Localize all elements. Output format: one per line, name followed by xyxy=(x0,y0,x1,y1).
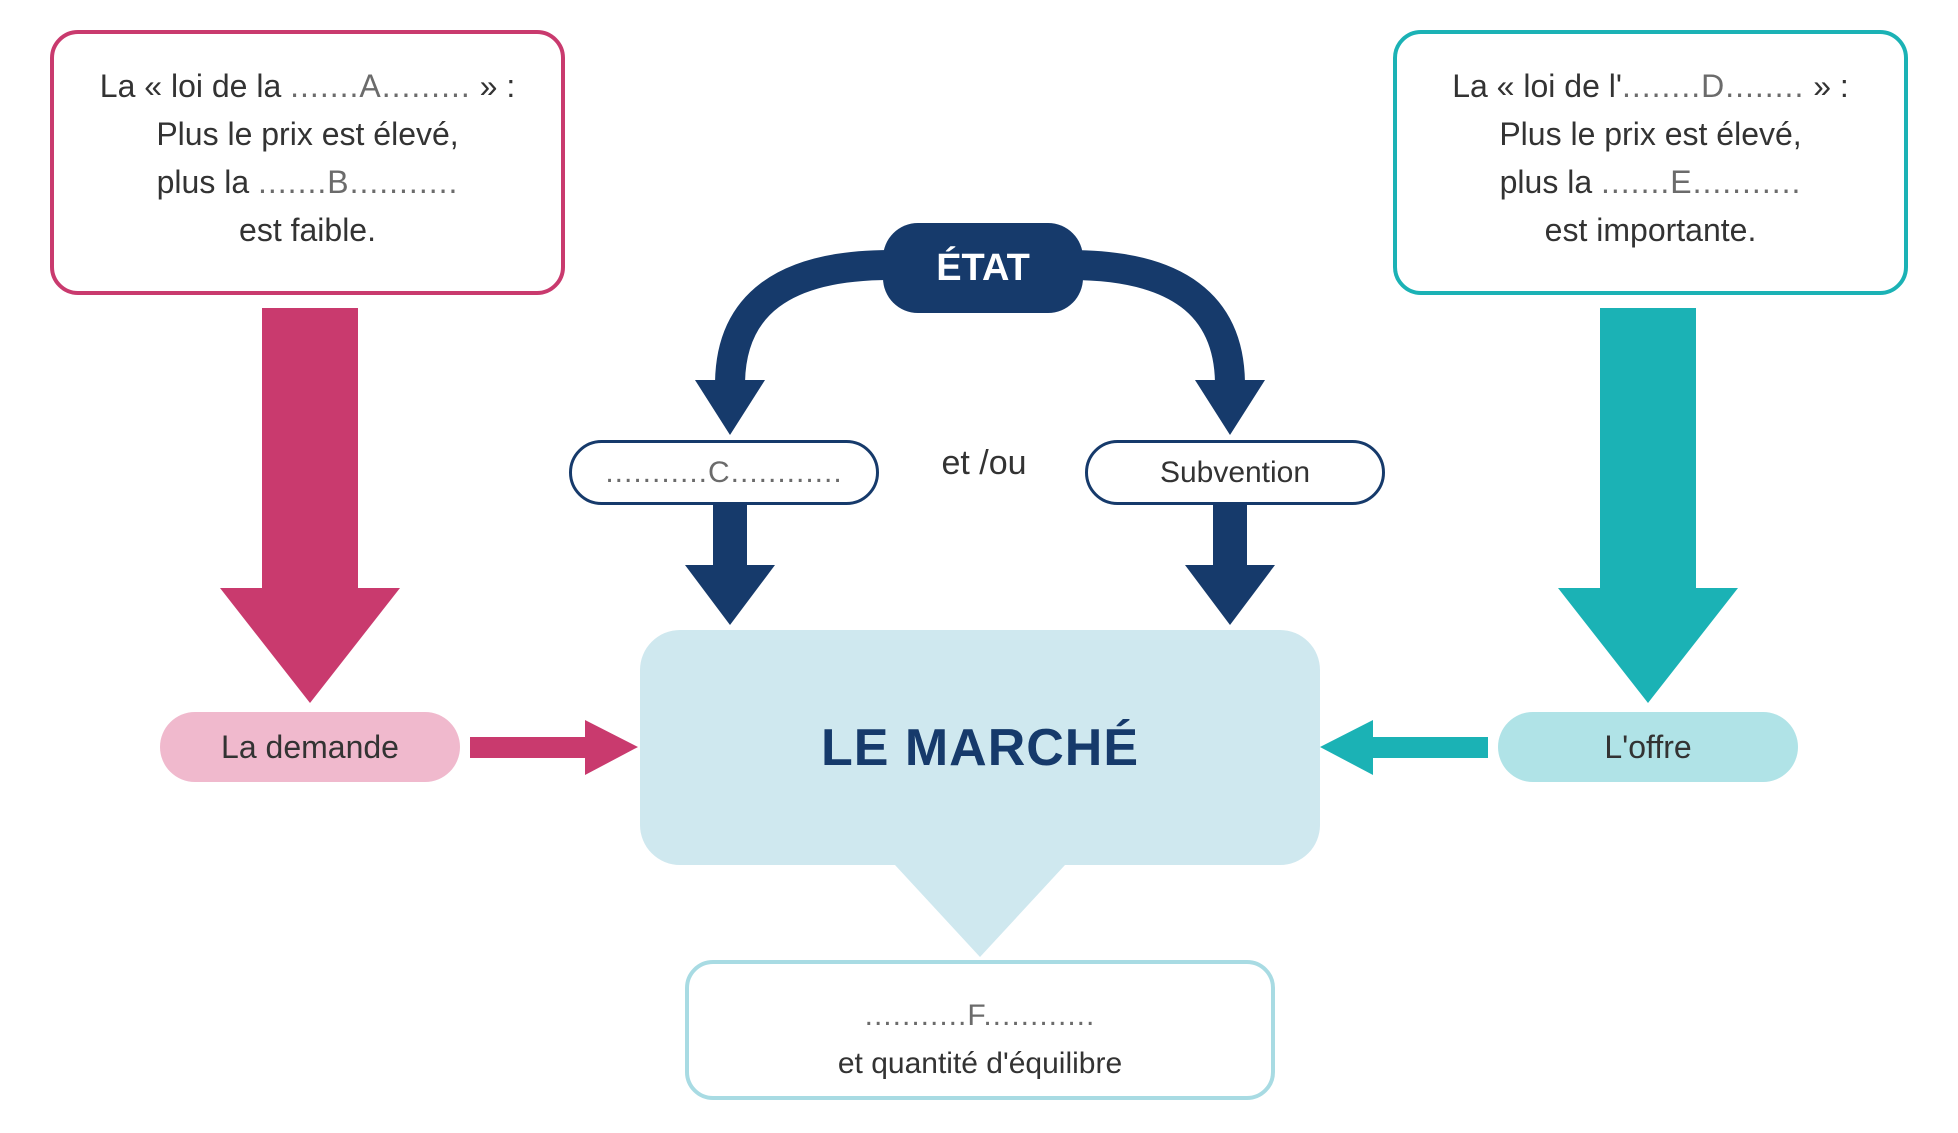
arrow-market-down-icon xyxy=(895,865,1065,960)
market-diagram: La « loi de la .......A......... » : Plu… xyxy=(0,0,1958,1133)
box-demand-law: La « loi de la .......A......... » : Plu… xyxy=(50,30,565,295)
text-line: et quantité d'équilibre xyxy=(721,1040,1239,1088)
box-equilibrium: ...........F............ et quantité d'é… xyxy=(685,960,1275,1100)
pill-subvention: Subvention xyxy=(1085,440,1385,505)
arrows-etat-icon xyxy=(560,235,1400,445)
text-line: Plus le prix est élevé, xyxy=(1429,110,1872,158)
pill-blank-c: ...........C............ xyxy=(569,440,879,505)
box-supply-law: La « loi de l'........D........ » : Plus… xyxy=(1393,30,1908,295)
box-market: LE MARCHÉ xyxy=(640,630,1320,865)
text-line: plus la .......E........... xyxy=(1429,158,1872,206)
arrow-offre-market-icon xyxy=(1318,720,1488,775)
arrow-demande-market-icon xyxy=(470,720,640,775)
pill-demande: La demande xyxy=(160,712,460,782)
text-line: Plus le prix est élevé, xyxy=(86,110,529,158)
text-line: plus la .......B........... xyxy=(86,158,529,206)
text-line: La « loi de l'........D........ » : xyxy=(1429,62,1872,110)
text-line: est faible. xyxy=(86,206,529,254)
text-line: La « loi de la .......A......... » : xyxy=(86,62,529,110)
arrows-policy-icon xyxy=(560,505,1400,635)
text-etou: et /ou xyxy=(904,444,1064,483)
text-line: ...........F............ xyxy=(721,992,1239,1040)
text-line: est importante. xyxy=(1429,206,1872,254)
arrow-demand-down-icon xyxy=(220,308,400,708)
arrow-supply-down-icon xyxy=(1558,308,1738,708)
pill-offre: L'offre xyxy=(1498,712,1798,782)
